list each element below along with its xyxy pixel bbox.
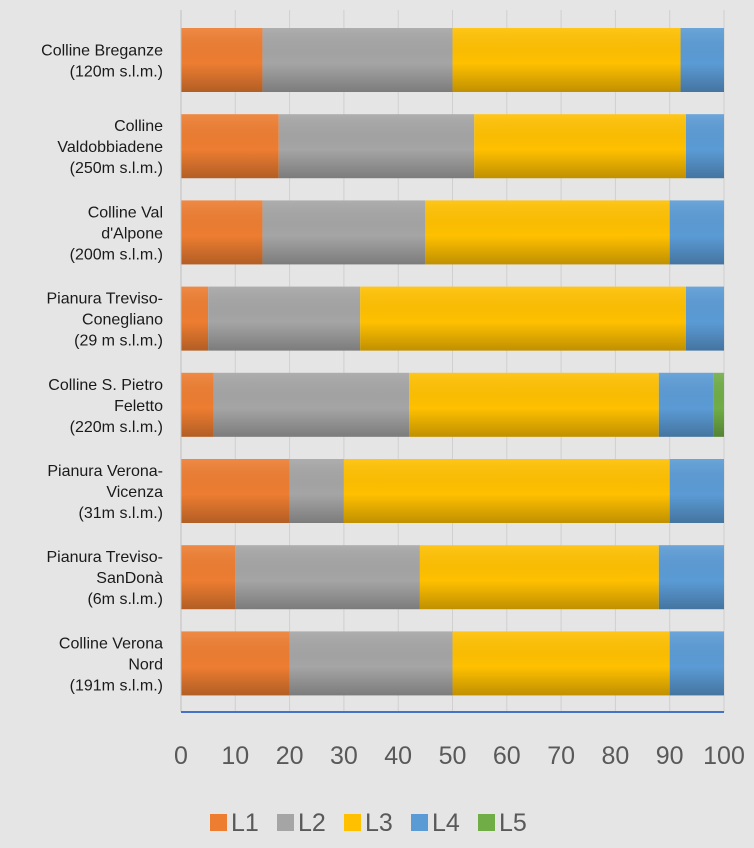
bar-shade-L1-2 — [181, 200, 263, 265]
bar-shade-L4-4 — [658, 372, 714, 437]
category-label-line: (29 m s.l.m.) — [74, 333, 163, 350]
category-label-line: Valdobbiadene — [57, 139, 163, 156]
x-tick-label-50: 50 — [439, 742, 467, 770]
legend-label-L1: L1 — [231, 809, 259, 837]
x-tick-label-80: 80 — [601, 742, 629, 770]
legend-label-L3: L3 — [365, 809, 393, 837]
category-label-4: Colline S. Pietro Feletto (220m s.l.m.) — [48, 377, 163, 436]
legend-swatch-L3 — [344, 814, 361, 831]
category-label-line: Conegliano — [82, 312, 163, 329]
legend-label-L2: L2 — [298, 809, 326, 837]
bar-shade-L5-4 — [713, 372, 724, 437]
bar-shade-L3-5 — [343, 459, 670, 523]
bar-shade-L4-6 — [658, 545, 724, 610]
category-label-line: Colline Breganze — [41, 43, 163, 60]
bar-shade-L2-4 — [213, 372, 410, 437]
bars — [181, 28, 724, 696]
bar-shade-L1-4 — [181, 372, 214, 437]
category-label-line: Pianura Treviso- — [47, 549, 164, 566]
bar-shade-L2-7 — [289, 631, 453, 696]
bar-shade-L4-1 — [685, 114, 724, 179]
x-tick-label-100: 100 — [703, 742, 745, 770]
bar-shade-L4-7 — [669, 631, 724, 696]
bar-shade-L1-3 — [181, 286, 209, 351]
category-label-3: Pianura Treviso- Conegliano (29 m s.l.m.) — [47, 291, 164, 350]
x-tick-label-90: 90 — [656, 742, 684, 770]
category-label-line: Colline — [114, 118, 163, 135]
x-tick-label-20: 20 — [276, 742, 304, 770]
bar-shade-L3-3 — [360, 286, 686, 351]
category-label-line: Vicenza — [106, 484, 163, 501]
category-label-line: Colline Val — [88, 204, 163, 221]
x-tick-label-60: 60 — [493, 742, 521, 770]
category-label-line: (250m s.l.m.) — [70, 160, 163, 177]
category-label-7: Colline Verona Nord (191m s.l.m.) — [59, 635, 163, 694]
category-label-1: Colline Valdobbiadene (250m s.l.m.) — [57, 118, 163, 177]
category-label-line: Pianura Verona- — [47, 463, 163, 480]
bar-shade-L1-1 — [181, 114, 279, 179]
category-label-line: (200m s.l.m.) — [70, 246, 163, 263]
bar-shade-L4-5 — [669, 459, 724, 523]
legend-swatch-L5 — [478, 814, 495, 831]
category-label-line: (6m s.l.m.) — [87, 591, 163, 608]
category-label-line: (120m s.l.m.) — [70, 64, 163, 81]
bar-shade-L3-0 — [452, 28, 681, 92]
bar-shade-L2-2 — [262, 200, 426, 265]
x-tick-label-10: 10 — [221, 742, 249, 770]
x-tick-label-40: 40 — [384, 742, 412, 770]
category-label-line: (220m s.l.m.) — [70, 419, 163, 436]
bar-shade-L3-6 — [419, 545, 659, 610]
bar-shade-L1-5 — [181, 459, 290, 523]
legend-label-L5: L5 — [499, 809, 527, 837]
category-label-6: Pianura Treviso- SanDonà (6m s.l.m.) — [47, 549, 164, 608]
bar-shade-L1-6 — [181, 545, 236, 610]
bar-shade-L3-4 — [409, 372, 659, 437]
legend: L1 L2 L3 L4 L5 — [210, 809, 527, 837]
legend-swatch-L2 — [277, 814, 294, 831]
category-label-0: Colline Breganze (120m s.l.m.) — [41, 43, 163, 81]
category-label-line: Nord — [128, 656, 163, 673]
bar-shade-L4-3 — [685, 286, 724, 351]
bar-shade-L2-5 — [289, 459, 344, 523]
bar-shade-L3-2 — [425, 200, 670, 265]
bar-shade-L3-7 — [452, 631, 670, 696]
x-tick-labels: 0 10 20 30 40 50 60 70 80 90 100 — [174, 742, 745, 770]
bar-shade-L1-7 — [181, 631, 290, 696]
category-label-line: d'Alpone — [101, 225, 163, 242]
legend-label-L4: L4 — [432, 809, 460, 837]
bar-shade-L2-3 — [208, 286, 361, 351]
category-label-5: Pianura Verona- Vicenza (31m s.l.m.) — [47, 463, 163, 522]
category-label-line: Colline Verona — [59, 635, 163, 652]
category-label-line: Colline S. Pietro — [48, 377, 163, 394]
category-label-line: SanDonà — [96, 570, 163, 587]
bar-shade-L2-1 — [278, 114, 475, 179]
bar-shade-L2-0 — [262, 28, 453, 92]
bar-shade-L3-1 — [474, 114, 686, 179]
bar-shade-L4-0 — [680, 28, 724, 92]
category-label-2: Colline Val d'Alpone (200m s.l.m.) — [70, 204, 163, 263]
category-label-line: (31m s.l.m.) — [79, 505, 163, 522]
x-tick-label-0: 0 — [174, 742, 188, 770]
category-label-line: (191m s.l.m.) — [70, 677, 163, 694]
category-label-line: Feletto — [114, 398, 163, 415]
category-label-line: Pianura Treviso- — [47, 291, 164, 308]
legend-swatch-L4 — [411, 814, 428, 831]
legend-swatch-L1 — [210, 814, 227, 831]
x-tick-label-30: 30 — [330, 742, 358, 770]
bar-shade-L4-2 — [669, 200, 724, 265]
bar-shade-L2-6 — [235, 545, 420, 610]
bar-shade-L1-0 — [181, 28, 263, 92]
category-labels: Colline Breganze (120m s.l.m.) Colline Vald… — [41, 43, 163, 695]
x-tick-label-70: 70 — [547, 742, 575, 770]
